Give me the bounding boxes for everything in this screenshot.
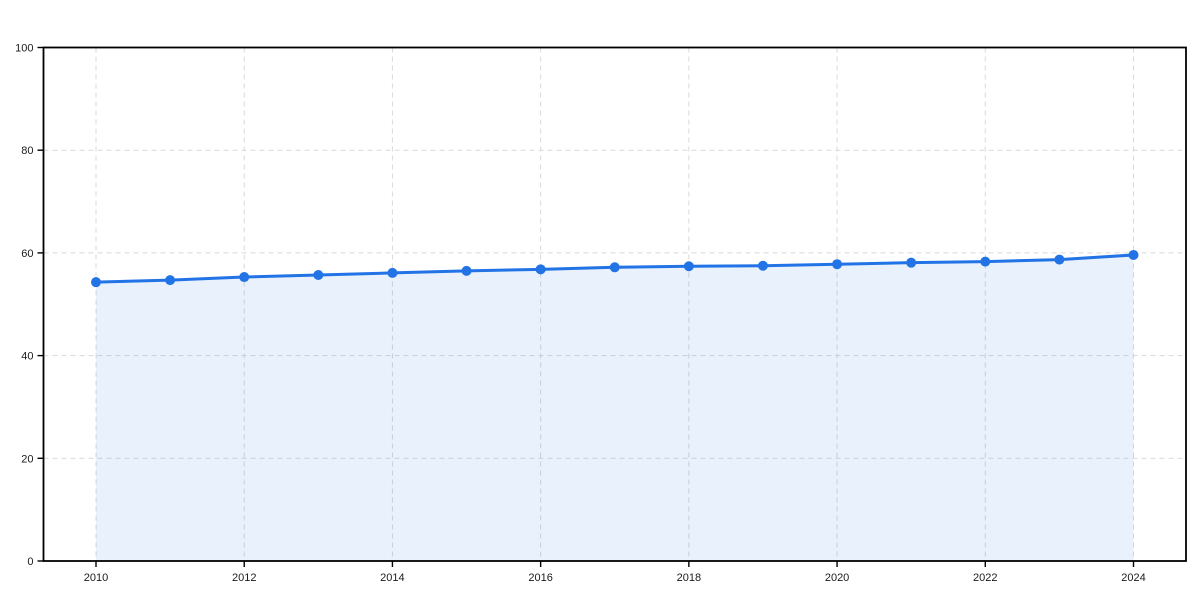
data-point [387, 267, 398, 278]
y-axis-tick-label: 40 [21, 351, 33, 363]
data-point [906, 257, 917, 268]
data-point [980, 256, 991, 267]
y-axis-tick-label: 0 [27, 556, 33, 568]
data-point [757, 260, 768, 271]
plot-border [42, 46, 1187, 562]
data-point [461, 265, 472, 276]
data-point [832, 259, 843, 270]
area-fill [96, 254, 1134, 562]
y-axis-tick-label: 100 [15, 43, 33, 55]
x-axis-tick-label: 2012 [232, 572, 256, 584]
data-point [313, 269, 324, 280]
data-point [535, 264, 546, 275]
data-point [1054, 254, 1065, 265]
data-point [683, 261, 694, 272]
data-point [239, 272, 250, 283]
data-point [609, 262, 620, 273]
data-points [91, 249, 1139, 288]
data-point [91, 277, 101, 288]
y-axis-tick-label: 20 [21, 453, 33, 465]
x-axis-tick-label: 2020 [825, 572, 849, 584]
axis-ticks [37, 46, 1135, 567]
y-axis-tick-label: 80 [21, 145, 33, 157]
tick-labels: 0 20 40 60 80 100 2010 2012 2014 2016 2018 2020 2022… [15, 43, 1146, 585]
x-axis-tick-label: 2014 [380, 572, 404, 584]
x-axis-tick-label: 2016 [528, 572, 552, 584]
x-axis-tick-label: 2024 [1121, 572, 1145, 584]
gridlines [43, 47, 1186, 561]
x-axis-tick-label: 2018 [677, 572, 701, 584]
x-axis-tick-label: 2022 [973, 572, 997, 584]
data-point [1128, 249, 1139, 260]
y-axis-tick-label: 60 [21, 248, 33, 260]
data-point [165, 275, 176, 286]
x-axis-tick-label: 2010 [84, 572, 108, 584]
